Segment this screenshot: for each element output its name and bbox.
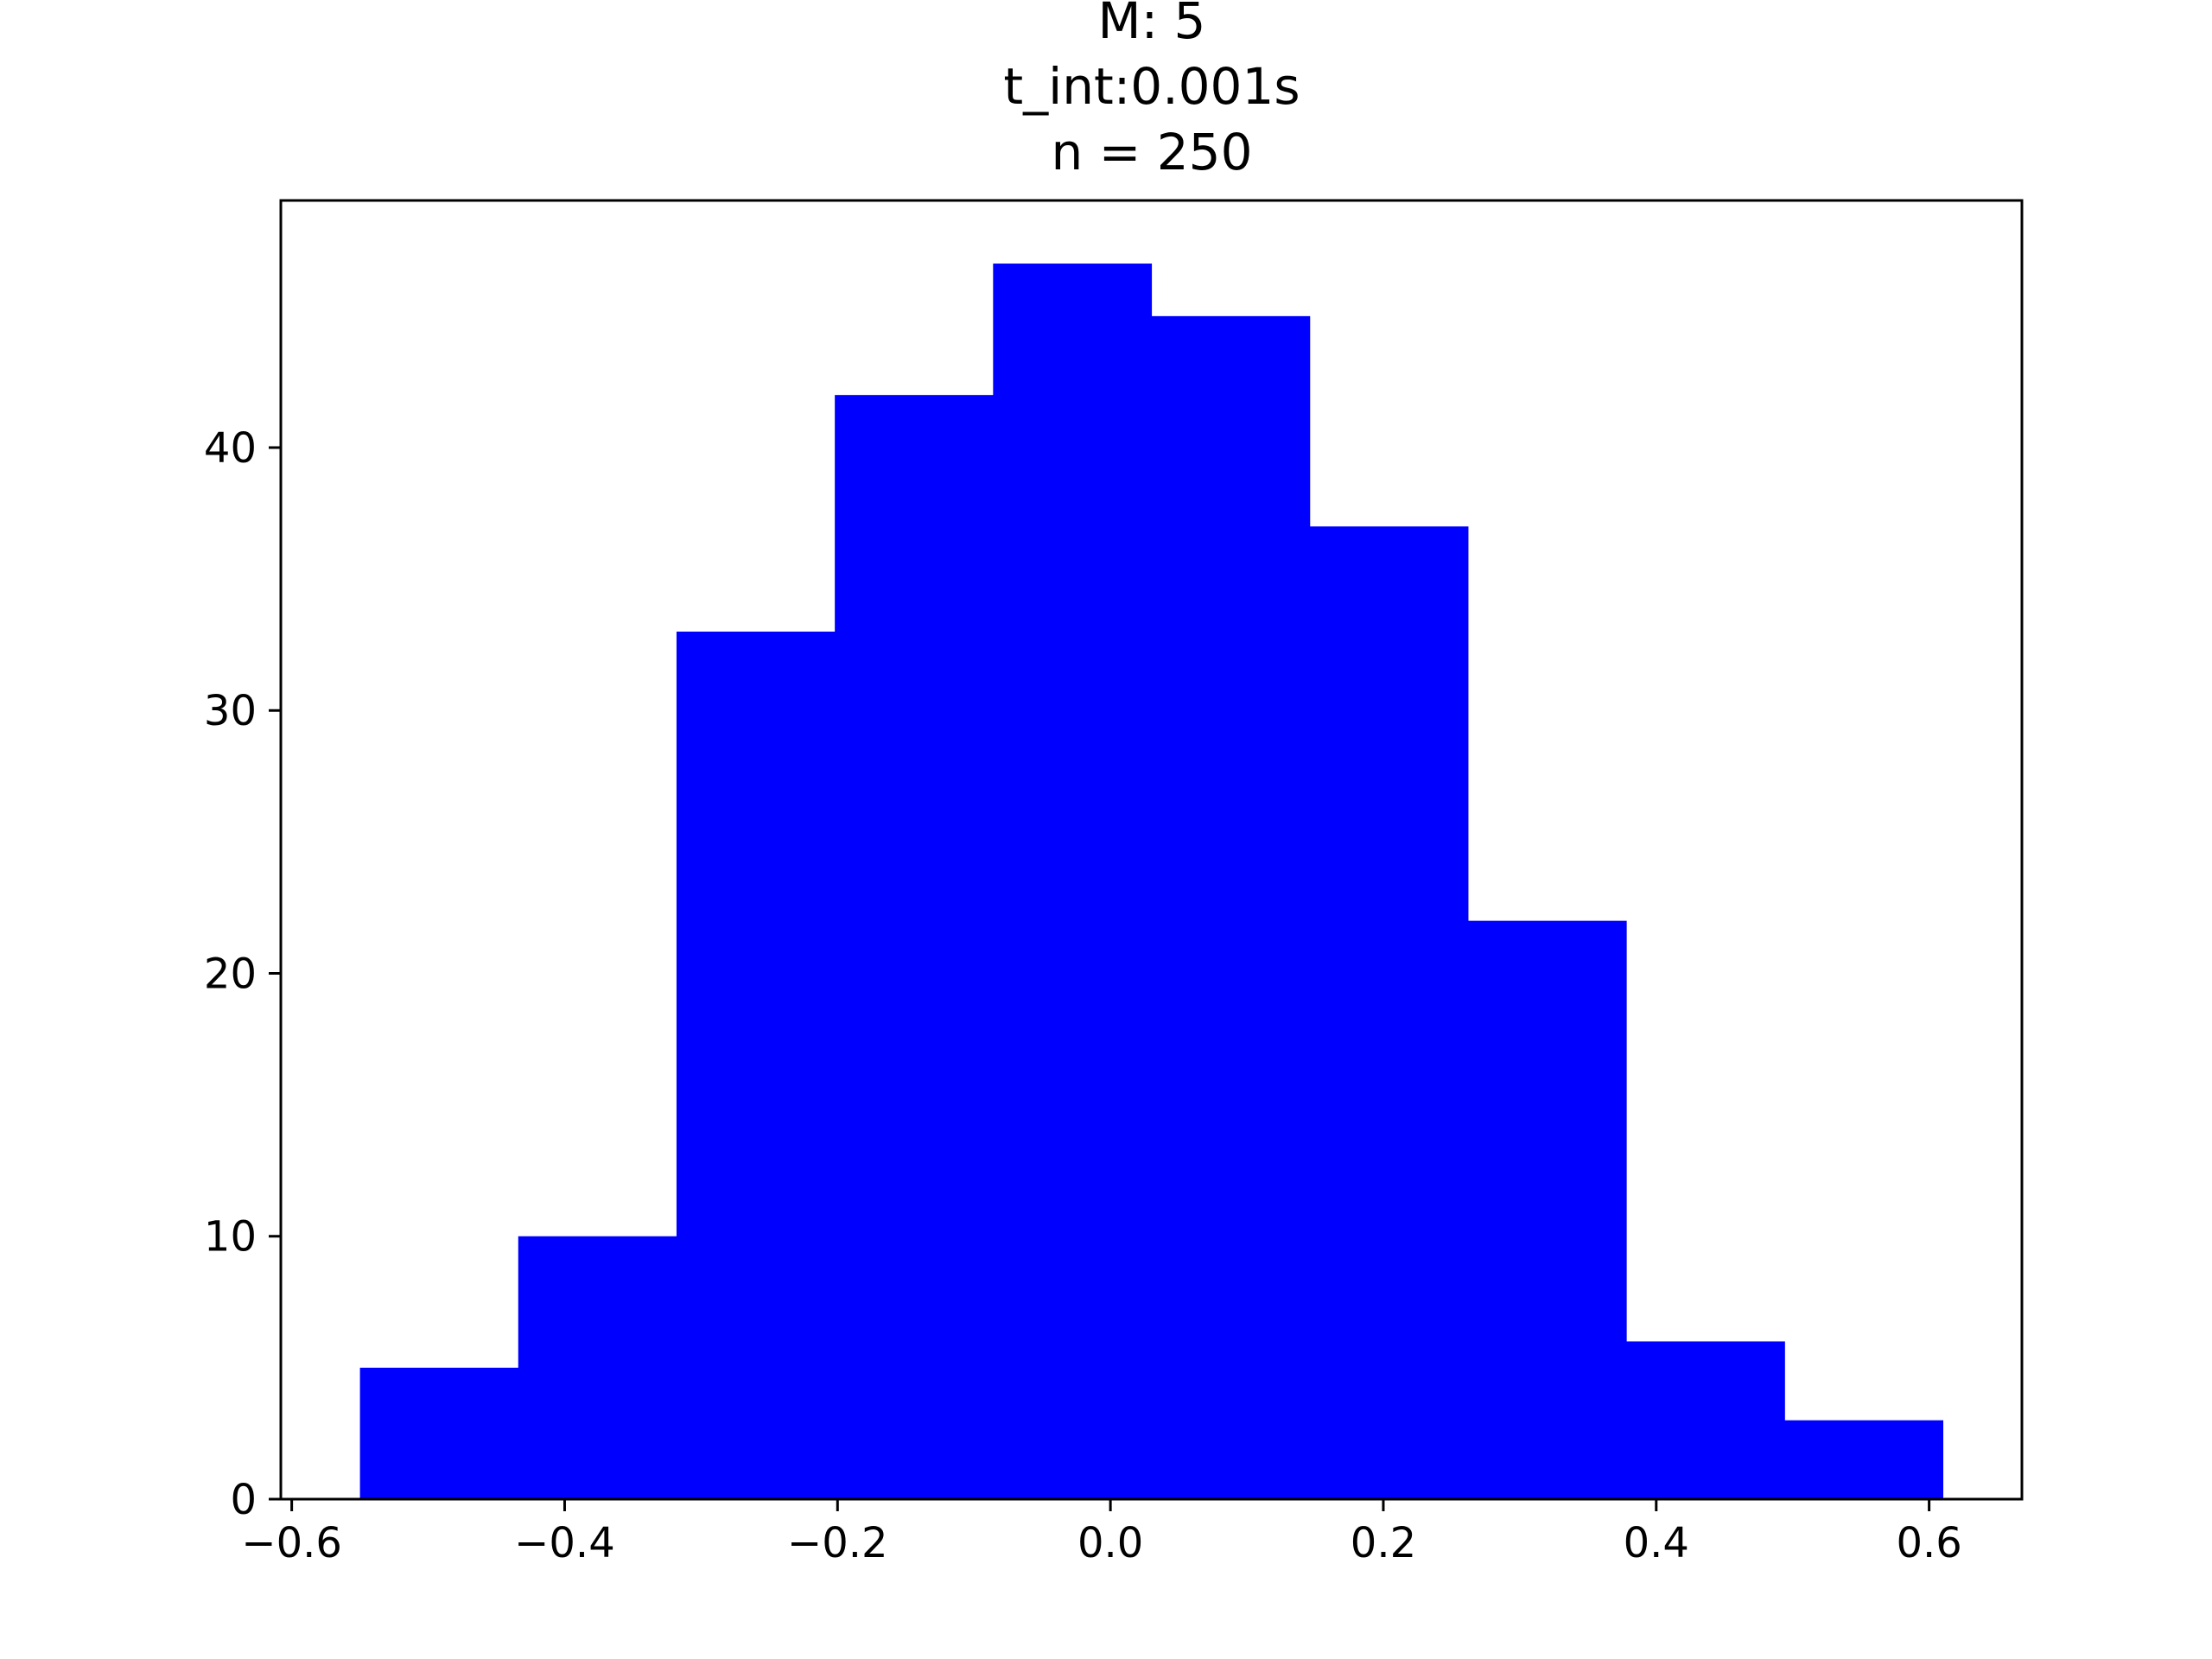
x-tick-label-5: 0.4: [1624, 1519, 1689, 1567]
title-line-3: n = 250: [1052, 123, 1253, 181]
y-tick-label-2: 20: [204, 950, 257, 998]
histogram-bar-5: [1151, 315, 1311, 1499]
chart-title: M: 5 t_int:0.001s n = 250: [1003, 0, 1300, 181]
plot-area-frame: [279, 199, 2024, 1501]
y-axis: 0 10 20 30 40: [204, 424, 281, 1524]
histogram-bars: [359, 264, 1944, 1499]
histogram-bar-0: [359, 1367, 519, 1499]
y-tick-label-1: 10: [204, 1213, 257, 1262]
x-tick-label-3: 0.0: [1077, 1519, 1143, 1567]
histogram-bar-4: [993, 264, 1153, 1499]
y-tick-label-3: 30: [204, 687, 257, 735]
histogram-bar-2: [676, 631, 836, 1499]
x-tick-label-0: −0.6: [241, 1519, 342, 1567]
x-tick-label-4: 0.2: [1351, 1519, 1416, 1567]
histogram-bar-1: [518, 1236, 677, 1499]
histogram-bar-8: [1626, 1341, 1785, 1499]
title-line-2: t_int:0.001s: [1003, 57, 1300, 116]
x-tick-label-2: −0.2: [787, 1519, 888, 1567]
y-tick-label-0: 0: [230, 1476, 257, 1524]
x-tick-label-1: −0.4: [514, 1519, 615, 1567]
x-axis: −0.6 −0.4 −0.2 0.0 0.2 0.4 0.6: [241, 1499, 1962, 1567]
histogram-bar-7: [1467, 920, 1627, 1499]
y-tick-label-4: 40: [204, 424, 257, 473]
histogram-bar-9: [1784, 1420, 1944, 1499]
histogram-bar-3: [835, 395, 994, 1499]
x-tick-label-6: 0.6: [1896, 1519, 1961, 1567]
title-line-1: M: 5: [1098, 0, 1206, 50]
histogram-bar-6: [1309, 526, 1469, 1499]
